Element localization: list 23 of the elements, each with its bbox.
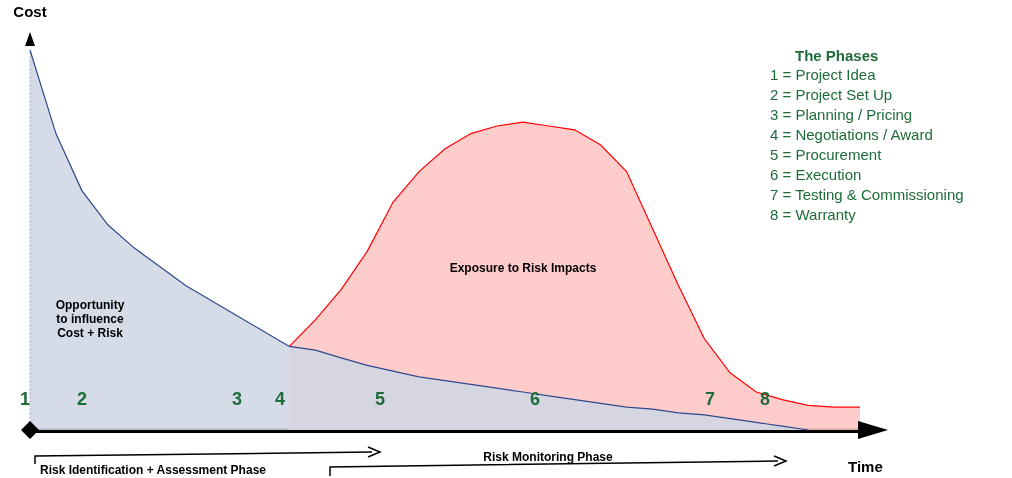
annotation: 4	[274, 389, 286, 409]
annotation: 2	[76, 389, 88, 409]
annotation: 2 = Project Set Up	[770, 86, 893, 103]
annotation: 3 = Planning / Pricing	[770, 106, 913, 123]
text: Risk Identification + Assessment Phase	[40, 463, 267, 477]
annotation: 7 = Testing & Commissioning	[770, 186, 964, 203]
annotation: 6 = Execution	[770, 166, 862, 183]
annotation: 8	[759, 389, 771, 409]
text: Risk Monitoring Phase	[483, 450, 613, 464]
series-label: Opportunity to influence Cost + Risk	[55, 298, 125, 340]
annotation: 1 = Project Idea	[770, 66, 877, 83]
annotation: The Phases	[795, 47, 879, 64]
text: 1	[19, 389, 31, 409]
y-axis-title: Cost	[13, 3, 47, 20]
annotation: 7	[704, 389, 716, 409]
annotation: 3	[231, 389, 243, 409]
annotation: 8 = Warranty	[770, 206, 857, 223]
annotation: 5 = Procurement	[770, 146, 883, 163]
annotation: 6	[529, 389, 541, 409]
x-axis-title: Time	[848, 458, 883, 475]
series-label: Exposure to Risk Impacts	[449, 261, 597, 275]
annotation: 4 = Negotiations / Award	[770, 126, 933, 143]
annotation: 5	[374, 389, 386, 409]
